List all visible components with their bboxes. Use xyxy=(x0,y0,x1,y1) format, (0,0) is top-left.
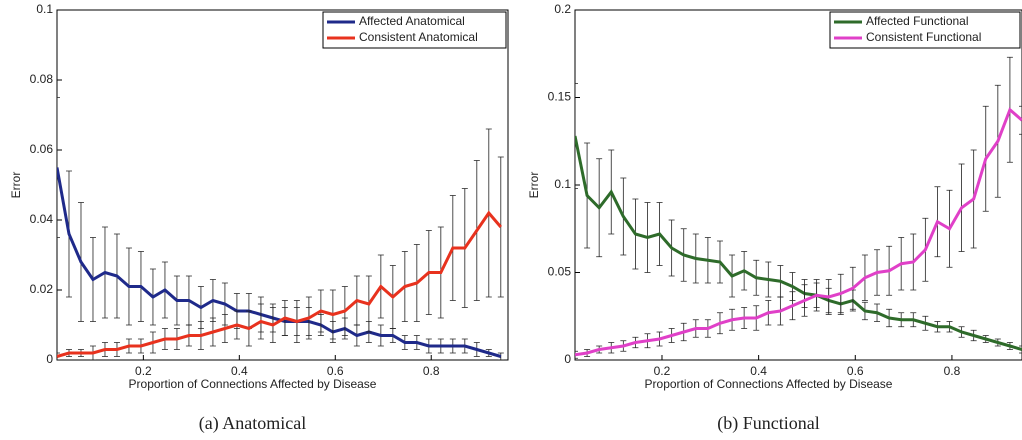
x-tick-label: 0.6 xyxy=(327,364,344,378)
x-axis-label: Proportion of Connections Affected by Di… xyxy=(645,377,893,391)
x-tick-label: 0.6 xyxy=(847,364,864,378)
legend-box xyxy=(829,11,1021,49)
series-line xyxy=(575,135,1022,351)
x-axis-label: Proportion of Connections Affected by Di… xyxy=(129,377,377,391)
y-tick-label: 0.1 xyxy=(36,2,53,16)
error-bar xyxy=(575,350,578,359)
error-bar xyxy=(1019,345,1022,354)
legend-box xyxy=(322,11,507,49)
x-tick-label: 0.8 xyxy=(944,364,961,378)
y-tick-label: 0 xyxy=(46,352,53,366)
y-axis-label: Error xyxy=(527,172,541,199)
error-bar xyxy=(57,352,60,360)
caption: (a) Anatomical xyxy=(199,413,306,434)
y-tick-label: 0.06 xyxy=(30,142,54,156)
plot-layer xyxy=(57,97,504,360)
legend-label: Consistent Functional xyxy=(866,30,981,44)
x-tick-label: 0.4 xyxy=(750,364,767,378)
error-bar xyxy=(1019,105,1022,135)
error-bar xyxy=(57,97,60,238)
y-tick-label: 0.1 xyxy=(554,177,571,191)
y-tick-label: 0.08 xyxy=(30,72,54,86)
y-tick-label: 0.05 xyxy=(548,265,572,279)
x-tick-label: 0.2 xyxy=(654,364,671,378)
x-tick-label: 0.8 xyxy=(423,364,440,378)
y-tick-label: 0.2 xyxy=(554,2,571,16)
y-tick-label: 0 xyxy=(564,352,571,366)
series-line xyxy=(57,210,502,358)
error-bar xyxy=(575,83,578,189)
x-tick-label: 0.4 xyxy=(231,364,248,378)
series-line xyxy=(575,107,1022,357)
legend-label: Affected Functional xyxy=(866,14,969,28)
plot-layer xyxy=(575,56,1022,359)
y-tick-label: 0.02 xyxy=(30,282,54,296)
y-axis-label: Error xyxy=(9,172,23,199)
y-tick-label: 0.15 xyxy=(548,90,572,104)
series-line xyxy=(57,167,502,358)
x-tick-label: 0.2 xyxy=(135,364,152,378)
legend-label: Consistent Anatomical xyxy=(359,30,478,44)
y-tick-label: 0.04 xyxy=(30,212,54,226)
legend-label: Affected Anatomical xyxy=(359,14,465,28)
caption: (b) Functional xyxy=(717,413,819,434)
plot-area xyxy=(574,9,1022,361)
